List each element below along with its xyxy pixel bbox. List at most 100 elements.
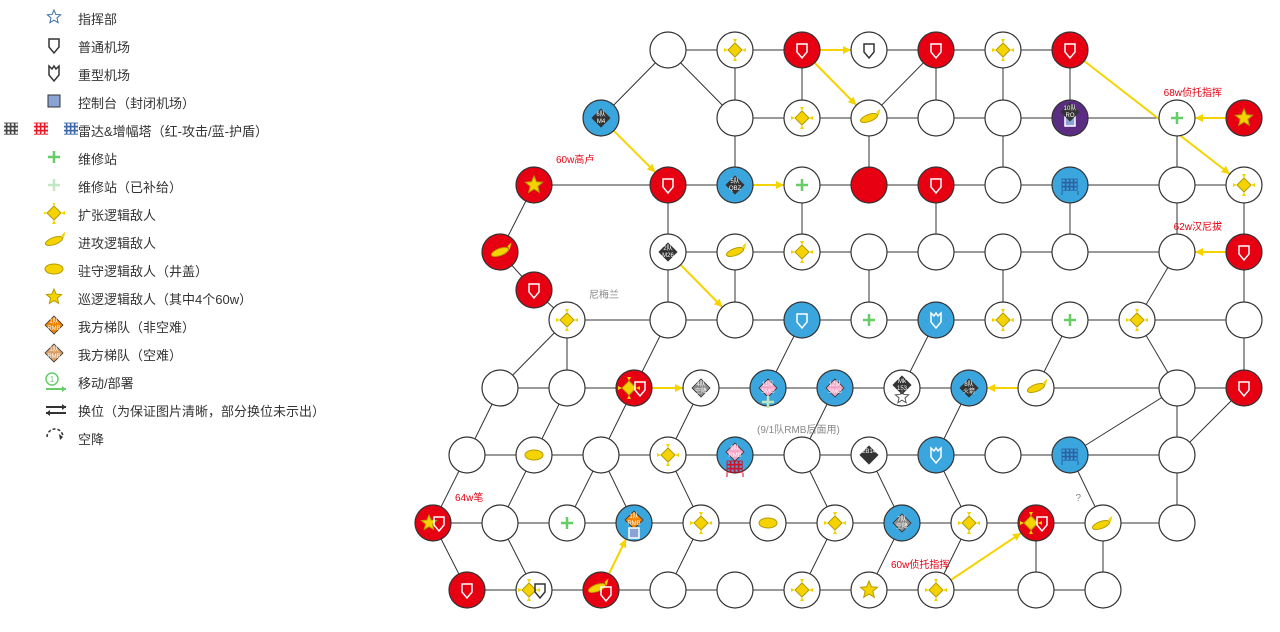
- svg-text:1队: 1队: [629, 512, 638, 520]
- node-D0: [482, 234, 518, 270]
- legend-label: 重型机场: [78, 65, 130, 84]
- node-G9: [1159, 437, 1195, 473]
- node-A7: [1052, 32, 1088, 68]
- node-I0: [449, 572, 485, 608]
- legend: 指挥部普通机场重型机场控制台（封闭机场）雷达&增幅塔（红-攻击/蓝-护盾）维修站…: [34, 4, 394, 452]
- svg-text:4队: 4队: [696, 380, 705, 388]
- svg-text:7队: 7队: [897, 515, 906, 523]
- node-E7: [1052, 302, 1088, 338]
- node-D0b: [516, 272, 552, 308]
- legend-row: 维修站（已补给）: [34, 172, 394, 200]
- svg-text:SMG: SMG: [761, 389, 775, 395]
- node-F9: [1226, 370, 1262, 406]
- node-I3: [717, 572, 753, 608]
- node-A4: [851, 32, 887, 68]
- node-G5: 2B14: [851, 437, 887, 473]
- legend-label: 我方梯队（空难）: [78, 345, 182, 364]
- legend-label: 维修站（已补给）: [78, 177, 182, 196]
- node-C0: 60w高卢: [516, 153, 594, 203]
- node-F0b: [549, 370, 585, 406]
- legend-icon-heavy_airport: [34, 63, 78, 85]
- svg-text:空降: 空降: [896, 522, 908, 530]
- node-A2: [717, 32, 753, 68]
- node-label: 60w侦托指挥: [891, 558, 949, 571]
- map-canvas: 指挥部普通机场重型机场控制台（封闭机场）雷达&增幅塔（红-攻击/蓝-护盾）维修站…: [0, 0, 1280, 627]
- node-D2: [717, 234, 753, 270]
- legend-row: 雷达&增幅塔（红-攻击/蓝-护盾）: [4, 116, 394, 144]
- legend-label: 扩张逻辑敌人: [78, 205, 156, 224]
- node-H1: 1队RMB: [616, 505, 652, 541]
- node-F3: 11队SMG: [750, 370, 786, 408]
- svg-text:5队: 5队: [730, 177, 739, 185]
- svg-text:SMG: SMG: [828, 389, 842, 395]
- node-B4: [851, 100, 887, 136]
- legend-label: 指挥部: [78, 9, 117, 28]
- svg-text:空降: 空降: [695, 387, 707, 395]
- node-D1: 2队M26: [650, 234, 686, 270]
- node-A3: [784, 32, 820, 68]
- node-H6: [951, 505, 987, 541]
- node-E6: [985, 302, 1021, 338]
- node-C5: [918, 167, 954, 203]
- node-H0: 64w笔: [415, 491, 483, 541]
- legend-row: 换位（为保证图片清晰，部分换位未示出）: [34, 396, 394, 424]
- node-C3: [784, 167, 820, 203]
- node-E4: [851, 302, 887, 338]
- legend-label: 普通机场: [78, 37, 130, 56]
- node-I4: [784, 572, 820, 608]
- svg-text:RMB: RMB: [728, 453, 741, 459]
- node-A1: [650, 32, 686, 68]
- legend-icon-airport: [34, 35, 78, 57]
- node-E1: [650, 302, 686, 338]
- svg-text:RMB: RMB: [47, 326, 60, 332]
- node-D5: [918, 234, 954, 270]
- node-G0b: [516, 437, 552, 473]
- node-label: 60w高卢: [556, 153, 594, 166]
- node-C4: [851, 167, 887, 203]
- node-G3: 9队RMB (9/1队RMB后面用): [717, 423, 840, 477]
- node-C8: [1159, 167, 1195, 203]
- node-I1: [583, 572, 619, 608]
- node-B1: 6队M4: [583, 100, 619, 136]
- node-G6: [918, 437, 954, 473]
- legend-label: 我方梯队（非空难）: [78, 317, 195, 336]
- node-I6: [918, 572, 954, 608]
- svg-text:2队: 2队: [663, 244, 672, 252]
- node-C6: [985, 167, 1021, 203]
- node-H3: [750, 505, 786, 541]
- legend-row: 普通机场: [34, 32, 394, 60]
- node-G2: [650, 437, 686, 473]
- node-H7: [1018, 505, 1054, 541]
- legend-icon-hq: [34, 7, 78, 29]
- legend-icon-console: [34, 91, 78, 113]
- legend-row: 1移动/部署: [34, 368, 394, 396]
- legend-icon-guard: [34, 259, 78, 281]
- legend-label: 巡逻逻辑敌人（其中4个60w）: [78, 289, 252, 308]
- node-C1: [650, 167, 686, 203]
- node-H2: [683, 505, 719, 541]
- node-H5: 7队空降: [884, 505, 920, 541]
- node-label: 尼梅兰: [589, 288, 619, 301]
- legend-label: 维修站: [78, 149, 117, 168]
- svg-text:1队: 1队: [49, 317, 58, 325]
- svg-text:M26: M26: [662, 253, 674, 259]
- node-E5: [918, 302, 954, 338]
- svg-text:Mk: Mk: [898, 379, 907, 385]
- legend-row: 1队RMB 我方梯队（非空难）: [34, 312, 394, 340]
- node-E3: [784, 302, 820, 338]
- svg-text:RO: RO: [1066, 113, 1075, 119]
- legend-row: 驻守逻辑敌人（井盖）: [34, 256, 394, 284]
- svg-text:QBZ: QBZ: [729, 186, 742, 192]
- node-F4: 12队SMG: [817, 370, 853, 406]
- svg-text:RMB: RMB: [47, 354, 60, 360]
- node-D3: [784, 234, 820, 270]
- node-F1: [616, 370, 652, 406]
- svg-text:9队: 9队: [730, 444, 739, 452]
- svg-text:8队: 8队: [964, 380, 973, 388]
- node-label: (9/1队RMB后面用): [757, 423, 840, 436]
- node-F0: [482, 370, 518, 406]
- legend-label: 空降: [78, 429, 104, 448]
- legend-label: 进攻逻辑敌人: [78, 233, 156, 252]
- legend-icon-repair_used: [34, 175, 78, 197]
- node-F2: 4队空降: [683, 370, 719, 406]
